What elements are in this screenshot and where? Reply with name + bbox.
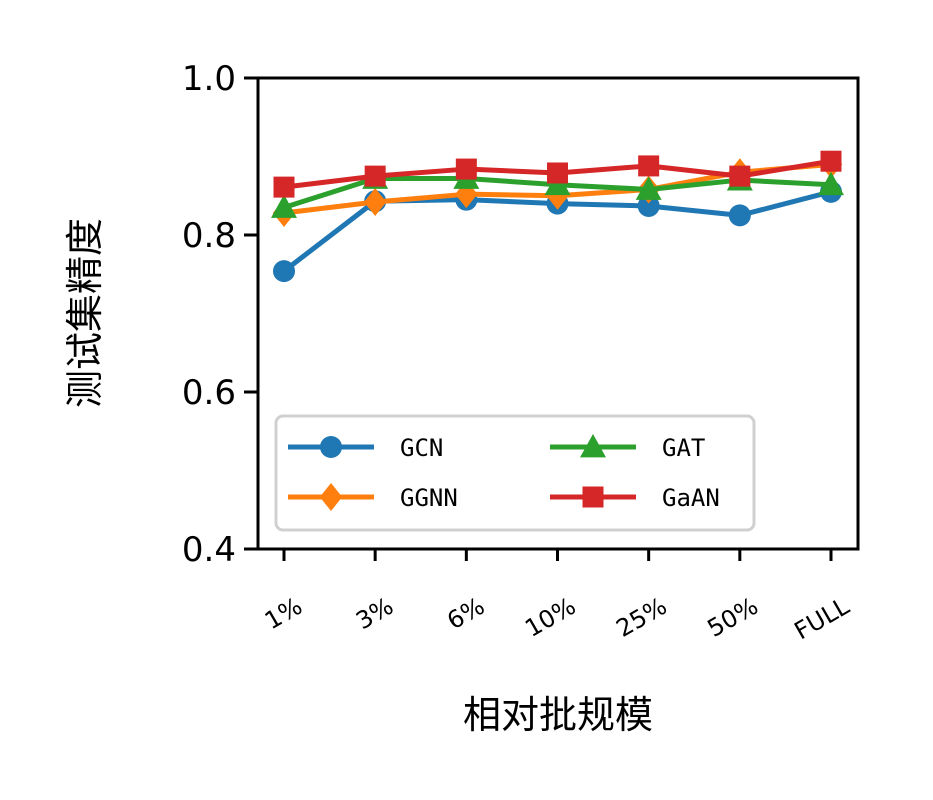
y-axis-title: 测试集精度 xyxy=(63,218,107,408)
x-tick-label: 10% xyxy=(520,592,580,643)
data-point xyxy=(728,204,751,227)
data-point xyxy=(273,176,295,198)
data-point xyxy=(638,155,660,177)
data-point xyxy=(818,171,844,196)
series-layer xyxy=(271,150,844,283)
y-tick-label: 0.8 xyxy=(182,216,236,256)
legend-marker xyxy=(580,434,606,458)
y-tick-label: 0.4 xyxy=(182,530,236,570)
legend-entry-gat: GAT xyxy=(550,434,705,462)
data-point xyxy=(635,176,662,200)
x-tick-label: 6% xyxy=(442,592,489,635)
data-point xyxy=(637,194,660,217)
y-tick-label: 0.6 xyxy=(182,373,236,413)
legend-entry-ggnn: GGNN xyxy=(288,483,458,512)
legend-entry-gaan: GaAN xyxy=(550,484,720,512)
data-point xyxy=(547,162,568,184)
legend-marker xyxy=(320,436,342,458)
x-tick-label: 3% xyxy=(351,592,398,635)
legend-marker xyxy=(319,483,343,511)
y-axis: 0.4 0.6 0.8 1.0 xyxy=(182,59,258,570)
data-point xyxy=(820,150,842,172)
legend-label: GAT xyxy=(662,434,705,462)
legend-marker xyxy=(582,486,604,508)
x-axis: 1% 3% 6% 10% 25% 50% FULL xyxy=(260,549,855,645)
x-tick-label: 1% xyxy=(260,592,307,635)
series-gaan xyxy=(273,150,842,198)
x-tick-label: 50% xyxy=(703,592,763,643)
legend-label: GaAN xyxy=(662,484,720,512)
legend-label: GCN xyxy=(400,434,443,462)
data-point xyxy=(273,260,295,283)
data-point xyxy=(729,165,751,187)
legend-label: GGNN xyxy=(400,484,458,512)
data-point xyxy=(364,165,386,187)
data-point xyxy=(363,188,387,217)
data-point xyxy=(455,158,477,180)
x-axis-title: 相对批规模 xyxy=(463,693,653,737)
legend: GCN GGNN GAT GaAN xyxy=(274,414,756,532)
x-tick-label: FULL xyxy=(790,592,855,646)
data-point xyxy=(271,194,297,218)
legend-entry-gcn: GCN xyxy=(288,434,443,462)
y-tick-label: 1.0 xyxy=(182,59,236,99)
x-tick-label: 25% xyxy=(611,592,671,643)
